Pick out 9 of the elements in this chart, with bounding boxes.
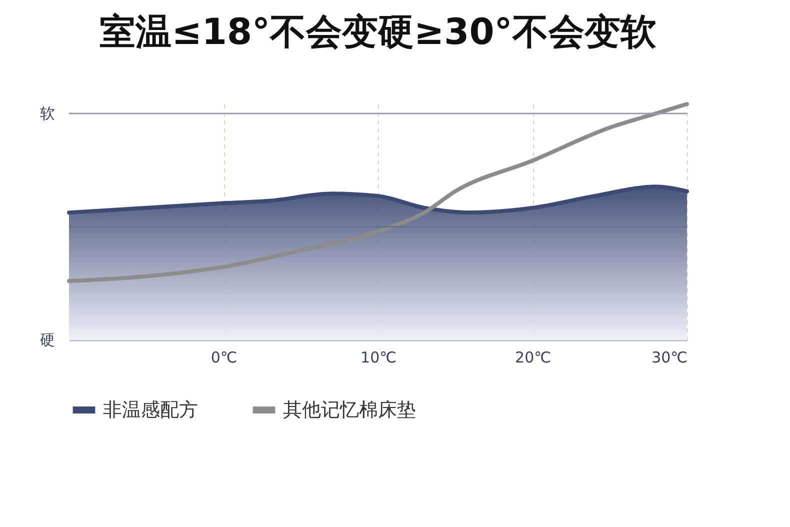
x-tick-label: 0℃ [210,348,238,366]
x-tick-label: 30℃ [652,348,688,366]
chart-title: 室温≤18°不会变硬≥30°不会变软 [100,12,656,53]
ref-line-label: 软 [40,104,55,122]
legend-label: 非温感配方 [103,399,198,421]
x-tick-label: 20℃ [515,348,551,366]
legend-label: 其他记忆棉床垫 [283,399,416,421]
x-tick-label: 10℃ [360,348,396,366]
text: 硬 [40,331,55,349]
